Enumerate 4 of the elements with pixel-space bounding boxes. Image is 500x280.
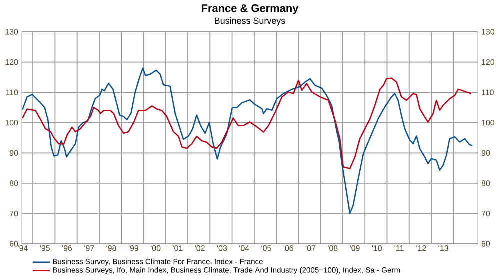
chart-title: France & Germany [202,4,299,14]
line-series [22,78,472,170]
line-series [22,68,474,214]
chart-subtitle: Business Surveys [215,18,286,26]
